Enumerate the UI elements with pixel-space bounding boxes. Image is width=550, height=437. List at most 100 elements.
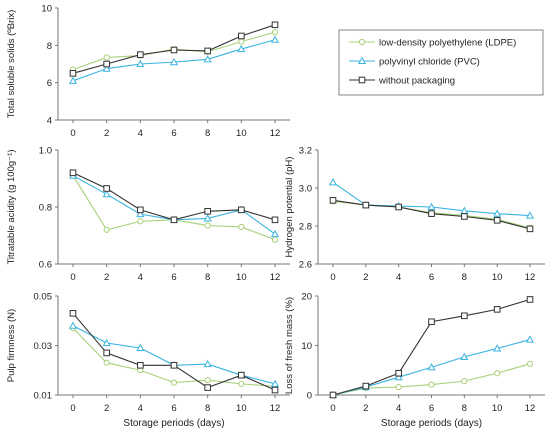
x-axis-label: Storage periods (days) [381, 418, 482, 429]
data-point [136, 343, 145, 352]
y-tick-label: 2.6 [299, 260, 312, 271]
data-point [204, 47, 211, 55]
data-point [329, 391, 337, 399]
data-point [526, 360, 534, 367]
legend-entry: polyvinyl chloride (PVC) [349, 57, 480, 68]
data-point [169, 57, 179, 66]
data-point [493, 306, 501, 313]
legend-label: without packaging [378, 76, 455, 87]
x-tick-label: 10 [236, 403, 247, 414]
data-point [395, 369, 402, 377]
y-tick-label: 4 [47, 116, 52, 127]
data-point [428, 318, 435, 326]
data-point [237, 44, 246, 53]
data-point [362, 201, 370, 209]
x-tick-label: 0 [70, 403, 75, 414]
x-tick-label: 8 [205, 272, 210, 283]
data-point [103, 60, 110, 68]
data-point [394, 372, 403, 381]
y-tick-label: 3.0 [299, 184, 312, 195]
data-point [271, 216, 279, 224]
data-point [526, 296, 534, 303]
x-axis-label: Storage periods (days) [123, 418, 224, 429]
x-tick-label: 6 [171, 403, 176, 414]
y-axis-label: Total soluble solids (ºBrix) [6, 10, 17, 119]
x-tick-label: 2 [363, 272, 368, 283]
data-point [362, 382, 370, 390]
data-point [357, 56, 367, 65]
y-tick-label: 0.01 [34, 391, 53, 402]
y-tick-label: 10 [301, 341, 312, 352]
x-tick-label: 12 [270, 403, 281, 414]
data-point [68, 321, 78, 329]
y-tick-label: 0.6 [39, 260, 52, 271]
series-line [69, 325, 279, 390]
y-tick-label: 8 [47, 41, 52, 52]
y-tick-label: 6 [47, 78, 52, 89]
x-tick-label: 4 [396, 272, 401, 283]
legend: low-density polyethylene (LDPE) polyvinyl… [338, 29, 544, 96]
data-point [494, 370, 501, 377]
legend-label: polyvinyl chloride (PVC) [379, 57, 480, 68]
data-point [103, 226, 110, 233]
data-point [270, 379, 280, 387]
data-point [526, 225, 534, 233]
data-point [204, 384, 211, 391]
x-tick-label: 8 [462, 403, 467, 414]
y-tick-label: 2.8 [299, 222, 312, 233]
data-point [427, 363, 436, 371]
series-path [72, 312, 276, 391]
data-point [238, 380, 245, 387]
y-tick-label: 20 [301, 292, 312, 303]
chart-panel-2: 0.6 0.8 1.0 0 2 4 6 8 10 12 Titratable acidity (g … [6, 146, 290, 283]
series-line [69, 169, 279, 224]
y-tick-label: 0.03 [34, 341, 53, 352]
x-tick-label: 0 [330, 403, 335, 414]
y-axis-label: Hydrogen potential (pH) [284, 157, 295, 258]
data-point [170, 362, 178, 369]
data-point [69, 310, 77, 317]
x-tick-label: 4 [138, 128, 143, 139]
data-point [203, 214, 212, 222]
data-point [69, 70, 77, 77]
data-point [136, 59, 145, 68]
x-tick-label: 8 [205, 403, 210, 414]
data-point [358, 76, 366, 84]
y-tick-label: 3.2 [299, 146, 312, 157]
x-tick-label: 0 [70, 128, 75, 139]
chart-panel-4: 0.01 0.03 0.05 0 2 4 6 8 10 12 Pulp firmness (N) St… [6, 292, 290, 429]
data-point [204, 377, 211, 384]
data-point [69, 169, 77, 177]
data-point [238, 223, 245, 231]
x-tick-label: 2 [104, 272, 109, 283]
data-point [204, 207, 211, 215]
data-point [103, 185, 110, 192]
data-point [170, 216, 178, 224]
data-point [461, 312, 468, 320]
data-point [137, 51, 144, 58]
data-point [461, 213, 468, 220]
data-point [103, 54, 110, 61]
data-point [68, 76, 78, 84]
data-point [103, 359, 110, 366]
data-point [238, 32, 245, 40]
x-tick-label: 0 [330, 272, 335, 283]
data-point [203, 55, 212, 63]
x-tick-label: 8 [205, 128, 210, 139]
x-tick-label: 6 [429, 403, 434, 414]
legend-entry: low-density polyethylene (LDPE) [349, 38, 516, 49]
data-point [271, 21, 279, 29]
series-line [68, 171, 280, 238]
legend-box [338, 29, 544, 96]
data-point [204, 222, 211, 229]
data-point [271, 386, 279, 394]
y-tick-label: 10 [41, 4, 52, 15]
data-point [238, 206, 245, 214]
data-point [137, 362, 144, 369]
y-axis-label: Pulp firmness (N) [6, 309, 17, 382]
series-line [69, 21, 279, 77]
x-tick-label: 12 [525, 403, 536, 414]
data-point [270, 229, 280, 238]
x-tick-label: 10 [492, 403, 503, 414]
